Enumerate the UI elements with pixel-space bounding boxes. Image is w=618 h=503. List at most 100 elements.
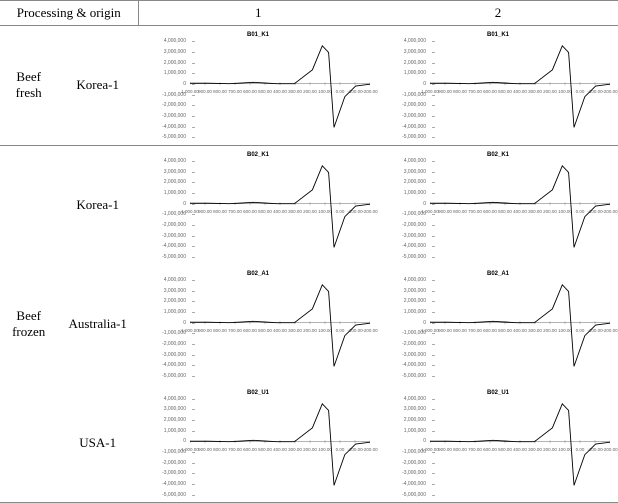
origin-cell: USA-1 <box>57 383 138 502</box>
y-tick-label: 1,000,000 <box>404 190 426 196</box>
chart-title: B02_U1 <box>487 390 509 396</box>
chart-panel: B02_K14,000,0003,000,0002,000,0001,000,0… <box>382 149 614 261</box>
data-table: Processing & origin 1 2 BeeffreshKorea-1… <box>0 0 618 503</box>
y-tick-label: -5,000,000 <box>162 134 186 140</box>
y-tick-label: 2,000,000 <box>164 179 186 185</box>
chart-panel: B02_A14,000,0003,000,0002,000,0001,000,0… <box>382 268 614 380</box>
y-tick-label: 4,000,000 <box>164 396 186 402</box>
y-tick-label: -2,000,000 <box>402 222 426 228</box>
y-tick-label: 0 <box>423 438 426 444</box>
y-tick-label: 1,000,000 <box>404 309 426 315</box>
chart-svg <box>190 280 370 376</box>
y-tick-label: 3,000,000 <box>404 49 426 55</box>
chart-cell: B02_A14,000,0003,000,0002,000,0001,000,0… <box>378 265 618 384</box>
y-tick-label: -3,000,000 <box>162 233 186 239</box>
chart-panel: B01_K14,000,0003,000,0002,000,0001,000,0… <box>142 29 374 141</box>
chart-svg <box>430 161 610 257</box>
header-col-2: 2 <box>378 1 618 26</box>
chart-title: B02_A1 <box>487 271 509 277</box>
chart-title: B01_K1 <box>247 32 269 38</box>
curve-path <box>430 46 610 128</box>
y-tick-label: -5,000,000 <box>402 134 426 140</box>
y-tick-label: 0 <box>183 201 186 207</box>
processing-cell: Beeffresh <box>0 26 57 146</box>
curve-path <box>190 46 370 128</box>
y-tick-label: 1,000,000 <box>164 70 186 76</box>
y-tick-label: -5,000,000 <box>402 254 426 260</box>
y-tick-label: 4,000,000 <box>164 158 186 164</box>
chart-cell: B02_U14,000,0003,000,0002,000,0001,000,0… <box>138 383 378 502</box>
chart-svg <box>430 41 610 137</box>
y-tick-label: -2,000,000 <box>402 460 426 466</box>
y-tick-label: 3,000,000 <box>404 406 426 412</box>
y-tick-label: 3,000,000 <box>404 169 426 175</box>
y-tick-label: -2,000,000 <box>162 341 186 347</box>
y-tick-label: 1,000,000 <box>164 428 186 434</box>
origin-cell: Australia-1 <box>57 265 138 384</box>
y-tick-label: 0 <box>183 320 186 326</box>
table-body: BeeffreshKorea-1 B01_K1 4,000,000 3,000,000… <box>0 26 618 503</box>
curve-path <box>430 403 610 485</box>
y-tick-label: 3,000,000 <box>164 49 186 55</box>
y-tick-label: -3,000,000 <box>402 233 426 239</box>
chart-svg <box>190 161 370 257</box>
y-tick-label: 3,000,000 <box>404 288 426 294</box>
curve-path <box>430 285 610 367</box>
y-tick-label: 0 <box>423 81 426 87</box>
y-tick-label: -2,000,000 <box>402 102 426 108</box>
header-processing-origin: Processing & origin <box>0 1 138 26</box>
y-tick-label: -4,000,000 <box>402 124 426 130</box>
chart-title: B02_U1 <box>247 390 269 396</box>
y-tick-label: -3,000,000 <box>402 470 426 476</box>
chart-cell: B02_K14,000,0003,000,0002,000,0001,000,0… <box>378 145 618 264</box>
y-tick-label: -4,000,000 <box>162 481 186 487</box>
chart-panel: B02_A14,000,0003,000,0002,000,0001,000,0… <box>142 268 374 380</box>
chart-cell: B01_K14,000,0003,000,0002,000,0001,000,0… <box>378 26 618 146</box>
chart-title: B02_A1 <box>247 271 269 277</box>
y-tick-label: 2,000,000 <box>404 60 426 66</box>
y-tick-label: -4,000,000 <box>402 362 426 368</box>
chart-cell: B02_U14,000,0003,000,0002,000,0001,000,0… <box>378 383 618 502</box>
y-tick-label: -2,000,000 <box>162 222 186 228</box>
y-tick-label: 1,000,000 <box>164 190 186 196</box>
header-col-1: 1 <box>138 1 378 26</box>
processing-cell: Beeffrozen <box>0 145 57 502</box>
y-tick-label: -3,000,000 <box>162 470 186 476</box>
curve-path <box>190 403 370 485</box>
y-tick-label: -4,000,000 <box>162 243 186 249</box>
table-row: USA-1B02_U14,000,0003,000,0002,000,0001,… <box>0 383 618 502</box>
chart-svg <box>190 399 370 495</box>
chart-panel: B02_U14,000,0003,000,0002,000,0001,000,0… <box>382 387 614 499</box>
y-tick-label: 0 <box>423 201 426 207</box>
y-tick-label: 1,000,000 <box>404 70 426 76</box>
y-tick-label: 1,000,000 <box>164 309 186 315</box>
y-tick-label: -4,000,000 <box>402 243 426 249</box>
y-tick-label: 3,000,000 <box>164 288 186 294</box>
y-tick-label: -4,000,000 <box>162 362 186 368</box>
y-tick-label: 4,000,000 <box>404 38 426 44</box>
chart-svg <box>430 280 610 376</box>
y-tick-label: 1,000,000 <box>404 428 426 434</box>
table-row: BeeffrozenKorea-1B02_K14,000,0003,000,00… <box>0 145 618 264</box>
y-tick-label: 2,000,000 <box>404 179 426 185</box>
y-tick-label: 4,000,000 <box>164 38 186 44</box>
curve-path <box>430 166 610 248</box>
y-tick-label: 0 <box>423 320 426 326</box>
chart-title: B02_K1 <box>487 152 509 158</box>
chart-cell: B01_K14,000,0003,000,0002,000,0001,000,0… <box>138 26 378 146</box>
y-tick-label: -2,000,000 <box>162 460 186 466</box>
y-tick-label: 4,000,000 <box>404 396 426 402</box>
table-row: BeeffreshKorea-1 B01_K1 4,000,000 3,000,000… <box>0 26 618 146</box>
curve-path <box>190 166 370 248</box>
y-tick-label: 3,000,000 <box>164 406 186 412</box>
chart-panel: B02_U14,000,0003,000,0002,000,0001,000,0… <box>142 387 374 499</box>
y-tick-label: 4,000,000 <box>404 277 426 283</box>
origin-cell: Korea-1 <box>57 26 138 146</box>
y-tick-label: 0 <box>183 438 186 444</box>
y-tick-label: -5,000,000 <box>402 492 426 498</box>
y-tick-label: -3,000,000 <box>402 352 426 358</box>
y-tick-label: -5,000,000 <box>402 373 426 379</box>
y-tick-label: -2,000,000 <box>162 102 186 108</box>
chart-cell: B02_K14,000,0003,000,0002,000,0001,000,0… <box>138 145 378 264</box>
y-tick-label: -4,000,000 <box>402 481 426 487</box>
